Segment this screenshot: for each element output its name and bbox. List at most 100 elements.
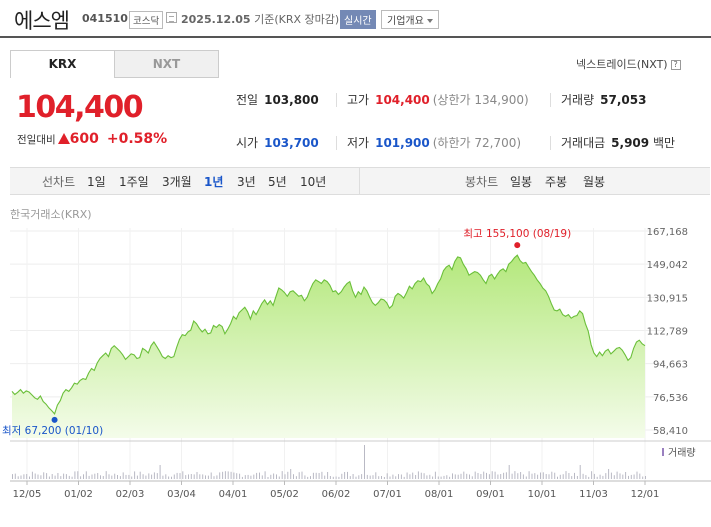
volume-bar: [173, 474, 175, 479]
stat-volume: 거래량 57,053: [561, 91, 646, 108]
volume-bar: [619, 473, 621, 479]
stat-high: 고가 104,400 (상한가 134,900): [347, 91, 529, 108]
volume-bar: [349, 476, 351, 479]
x-tick-label: 10/01: [528, 489, 557, 500]
volume-bar: [571, 476, 573, 479]
volume-bar: [486, 472, 487, 479]
tab-nxt[interactable]: NXT: [114, 50, 219, 78]
price-area: [12, 255, 645, 438]
volume-bar: [26, 474, 28, 479]
volume-bar: [210, 472, 212, 479]
volume-bar: [188, 474, 189, 479]
volume-bar: [290, 469, 292, 479]
period-3y[interactable]: 3년: [237, 175, 256, 189]
volume-bar: [54, 475, 56, 479]
volume-bar: [239, 473, 241, 479]
volume-bar: [599, 474, 601, 479]
nextrade-link[interactable]: 넥스트레이드(NXT)?: [576, 56, 681, 72]
volume-legend: 거래량: [668, 447, 696, 459]
volume-bar: [400, 474, 402, 479]
volume-bar: [77, 471, 79, 479]
lower-limit: (하한가 72,700): [432, 136, 522, 150]
volume-bar: [630, 474, 632, 479]
volume-bar: [23, 474, 25, 479]
date-value: 2025.12.05: [181, 13, 251, 26]
period-10y[interactable]: 10년: [300, 175, 327, 189]
volume-bar: [386, 473, 388, 479]
volume-bar: [312, 472, 314, 479]
volume-bar: [415, 475, 417, 479]
volume-bar: [301, 471, 303, 479]
period-1d[interactable]: 1일: [87, 175, 106, 189]
y-tick-label: 130,915: [647, 293, 688, 304]
volume-bar: [12, 474, 13, 479]
volume-bar: [139, 471, 141, 479]
stat-value: 57,053: [600, 93, 647, 107]
volume-bar: [375, 472, 377, 479]
stat-low: 저가 101,900 (하한가 72,700): [347, 134, 521, 151]
volume-bar: [434, 471, 436, 479]
stat-prev: 전일 103,800: [236, 91, 319, 108]
candle-daily[interactable]: 일봉: [510, 175, 533, 189]
stat-amount: 거래대금 5,909 백만: [561, 134, 675, 151]
period-3m[interactable]: 3개월: [162, 175, 192, 189]
max-label: 최고 155,100 (08/19): [463, 228, 571, 240]
volume-bar: [43, 472, 45, 479]
volume-bar: [576, 476, 578, 479]
volume-bar: [593, 473, 595, 479]
volume-bar: [616, 471, 618, 479]
volume-bar: [508, 465, 510, 479]
price-chart[interactable]: 167,168 149,042 130,915 112,789 94,663 76,536…: [0, 215, 711, 527]
volume-bar: [165, 474, 167, 479]
volume-bar: [298, 472, 300, 479]
volume-bar: [457, 474, 459, 479]
x-axis-labels: 12/05 01/02 02/03 03/04 04/01 05/02 06/02 07/01…: [13, 481, 659, 500]
volume-bar: [383, 477, 385, 479]
volume-bar: [256, 472, 258, 479]
period-bar: 선차트 1일 1주일 3개월 1년 3년 5년 10년 봉차트 일봉 주봉 월봉: [10, 167, 710, 195]
volume-bar: [273, 473, 275, 479]
candle-weekly[interactable]: 주봉: [545, 175, 568, 189]
period-1y[interactable]: 1년: [204, 175, 224, 189]
y-tick-label: 76,536: [653, 393, 688, 404]
tab-krx[interactable]: KRX: [10, 50, 115, 78]
volume-bar: [253, 474, 255, 479]
stock-code: 041510: [82, 12, 128, 25]
volume-bar: [310, 476, 311, 479]
realtime-button[interactable]: 실시간: [340, 10, 376, 29]
help-icon[interactable]: ?: [670, 60, 681, 70]
volume-bar: [65, 474, 67, 479]
volume-bar: [71, 476, 73, 479]
volume-bar: [264, 471, 266, 479]
company-overview-button[interactable]: 기업개요: [381, 10, 439, 29]
volume-bar: [437, 476, 439, 479]
volume-bar: [565, 471, 567, 479]
volume-bar: [20, 475, 22, 479]
volume-bar: [344, 472, 346, 479]
volume-bar: [568, 473, 570, 479]
stat-label: 저가: [347, 136, 370, 150]
x-tick-label: 09/01: [476, 489, 505, 500]
stat-label: 거래량: [561, 93, 595, 107]
volume-bar: [222, 471, 224, 479]
company-overview-label: 기업개요: [387, 16, 424, 27]
volume-bar: [287, 471, 289, 479]
volume-bar: [520, 472, 522, 479]
period-5y[interactable]: 5년: [268, 175, 287, 189]
period-1w[interactable]: 1주일: [119, 175, 149, 189]
up-arrow-icon: [57, 133, 70, 144]
volume-bar: [392, 474, 394, 479]
volume-bar: [57, 473, 59, 479]
candle-monthly[interactable]: 월봉: [583, 175, 606, 189]
volume-bar: [602, 475, 604, 479]
volume-bar: [449, 476, 451, 479]
volume-bar: [74, 471, 76, 479]
volume-bar: [605, 473, 607, 479]
volume-bar: [60, 476, 62, 479]
volume-bar: [378, 476, 380, 479]
stock-header: 에스엠 041510 코스닥 2025.12.05 기준(KRX 장마감) 실시…: [0, 0, 711, 38]
volume-bar: [639, 473, 641, 479]
volume-bar: [202, 474, 204, 479]
stat-value: 101,900: [375, 136, 430, 150]
volume-bar: [102, 476, 104, 479]
